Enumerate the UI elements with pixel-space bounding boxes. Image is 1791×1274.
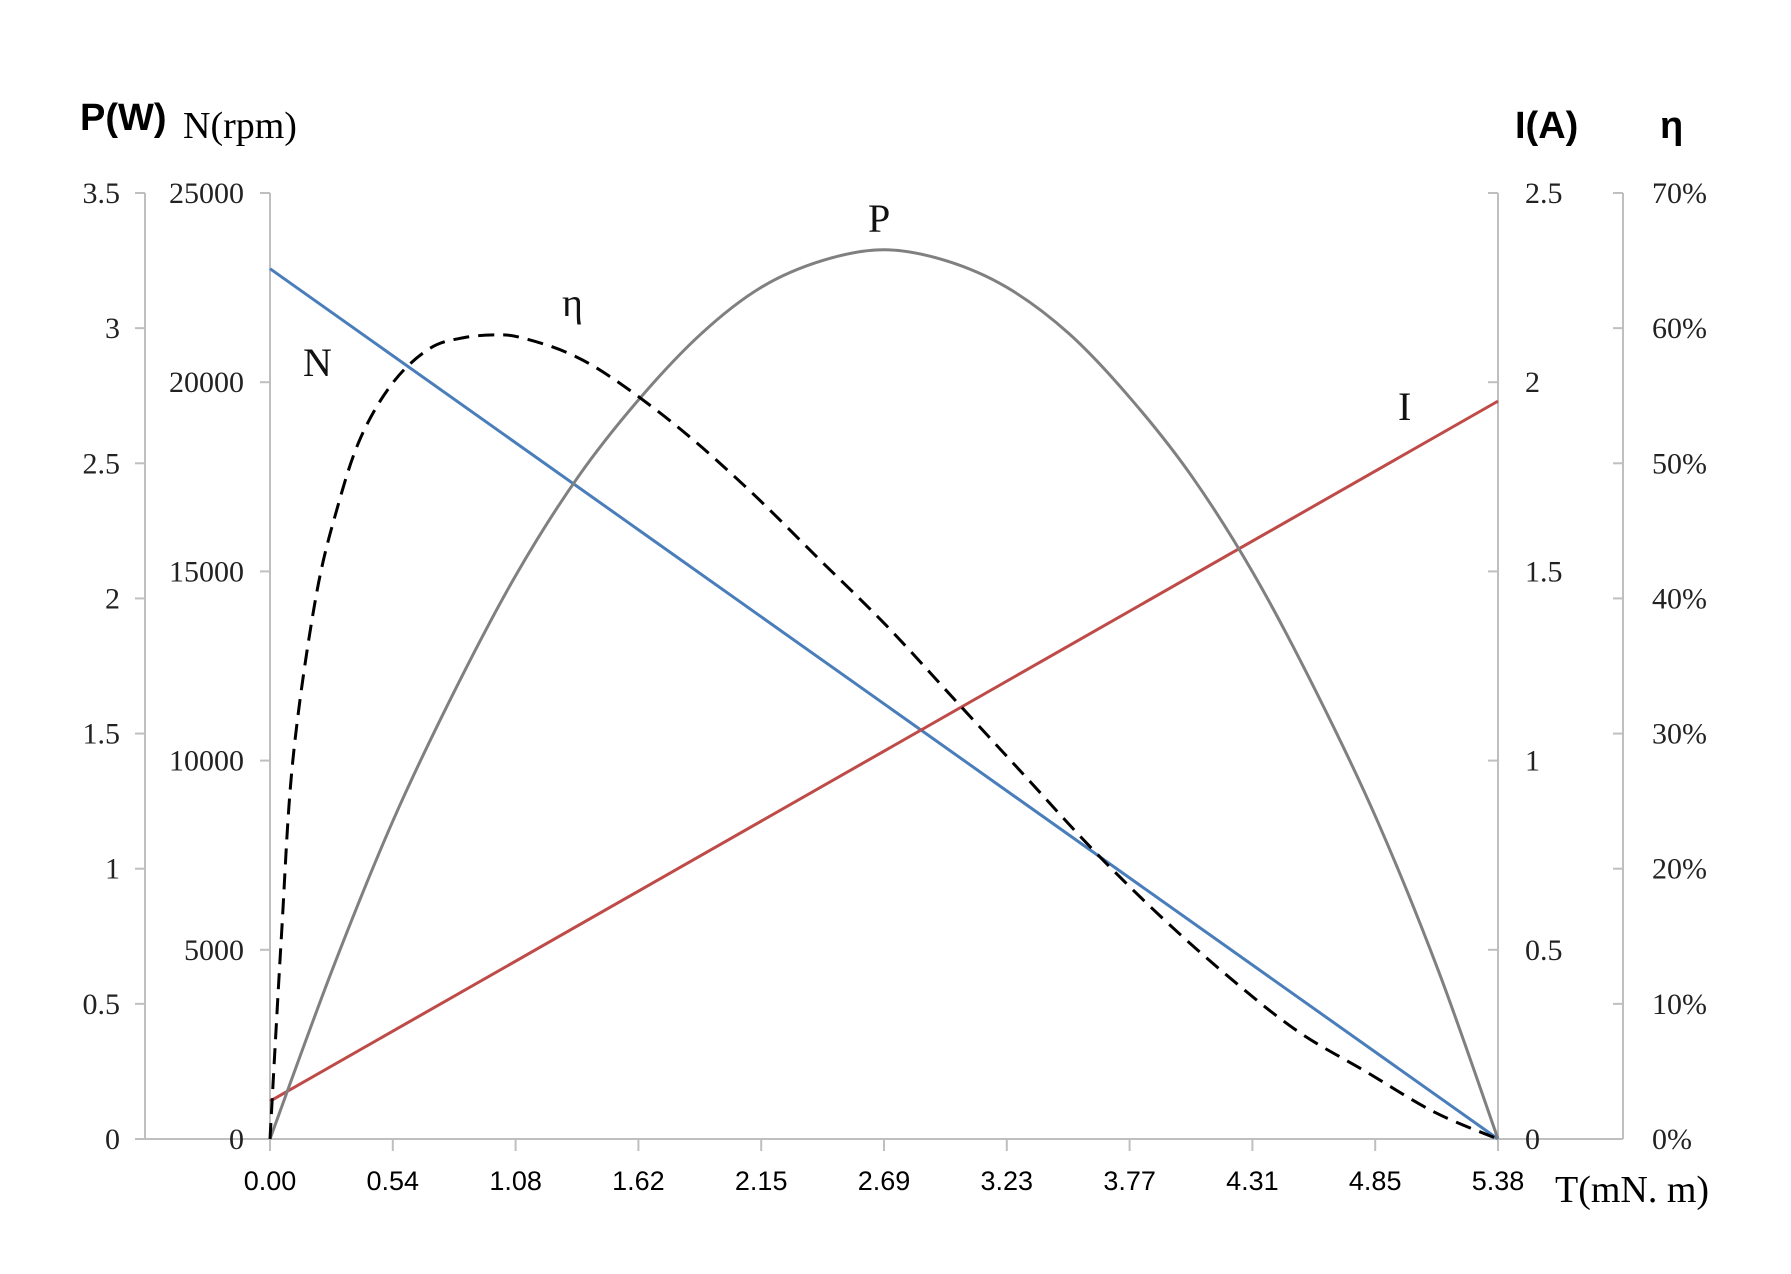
curve-label-p: P — [868, 196, 890, 241]
current-tick-label: 2 — [1525, 366, 1540, 399]
x-tick-label: 1.62 — [612, 1166, 665, 1196]
tick-marks — [135, 192, 1623, 1151]
series-line-eta — [268, 333, 1499, 1141]
x-tick-label: 1.08 — [489, 1166, 542, 1196]
power-axis-title: P(W) — [80, 97, 167, 139]
efficiency-axis-title: η — [1660, 105, 1683, 147]
series-line-i — [269, 399, 1499, 1103]
x-tick-label: 3.77 — [1103, 1166, 1156, 1196]
efficiency-tick-label: 0% — [1652, 1123, 1692, 1156]
series-line-n — [269, 267, 1499, 1141]
efficiency-tick-label: 70% — [1652, 177, 1707, 210]
power-tick-label: 2.5 — [83, 447, 121, 480]
power-tick-label: 0 — [105, 1123, 120, 1156]
x-tick-label: 2.15 — [735, 1166, 788, 1196]
power-tick-label: 2 — [105, 582, 120, 615]
x-tick-label: 0.00 — [244, 1166, 297, 1196]
current-tick-label: 2.5 — [1525, 177, 1563, 210]
x-tick-label: 4.85 — [1349, 1166, 1402, 1196]
current-tick-label: 1 — [1525, 745, 1540, 778]
speed-tick-label: 0 — [229, 1123, 244, 1156]
speed-tick-label: 10000 — [169, 745, 244, 778]
efficiency-tick-label: 30% — [1652, 718, 1707, 751]
power-tick-label: 3.5 — [83, 177, 121, 210]
curve-label-n: N — [303, 340, 332, 385]
power-tick-label: 3 — [105, 312, 120, 345]
efficiency-tick-label: 40% — [1652, 582, 1707, 615]
speed-tick-label: 5000 — [184, 934, 244, 967]
efficiency-tick-label: 20% — [1652, 853, 1707, 886]
efficiency-tick-label: 10% — [1652, 988, 1707, 1021]
current-tick-label: 0 — [1525, 1123, 1540, 1156]
x-tick-label: 5.38 — [1472, 1166, 1525, 1196]
axes — [144, 193, 1624, 1140]
series-line-p — [268, 248, 1500, 1140]
efficiency-tick-label: 60% — [1652, 312, 1707, 345]
speed-tick-label: 20000 — [169, 366, 244, 399]
x-tick-label: 3.23 — [981, 1166, 1034, 1196]
efficiency-tick-label: 50% — [1652, 447, 1707, 480]
power-tick-label: 1.5 — [83, 718, 121, 751]
power-tick-label: 0.5 — [83, 988, 121, 1021]
tick-labels: 0 0.5 1 1.5 2 2.5 3 3.5 0 5000 10000 15000 20000 2500… — [83, 177, 1708, 1196]
speed-axis-title: N(rpm) — [183, 105, 297, 147]
speed-tick-label: 15000 — [169, 555, 244, 588]
x-tick-label: 4.31 — [1226, 1166, 1279, 1196]
curve-label-i: I — [1398, 384, 1411, 429]
x-axis-title: T(mN. m) — [1555, 1169, 1709, 1211]
x-tick-label: 2.69 — [858, 1166, 911, 1196]
x-tick-label: 0.54 — [367, 1166, 420, 1196]
series-lines — [268, 248, 1500, 1141]
speed-tick-label: 25000 — [169, 177, 244, 210]
current-axis-title: I(A) — [1515, 105, 1578, 147]
current-tick-label: 0.5 — [1525, 934, 1563, 967]
curve-label-eta: η — [562, 280, 583, 325]
power-tick-label: 1 — [105, 853, 120, 886]
current-tick-label: 1.5 — [1525, 555, 1563, 588]
